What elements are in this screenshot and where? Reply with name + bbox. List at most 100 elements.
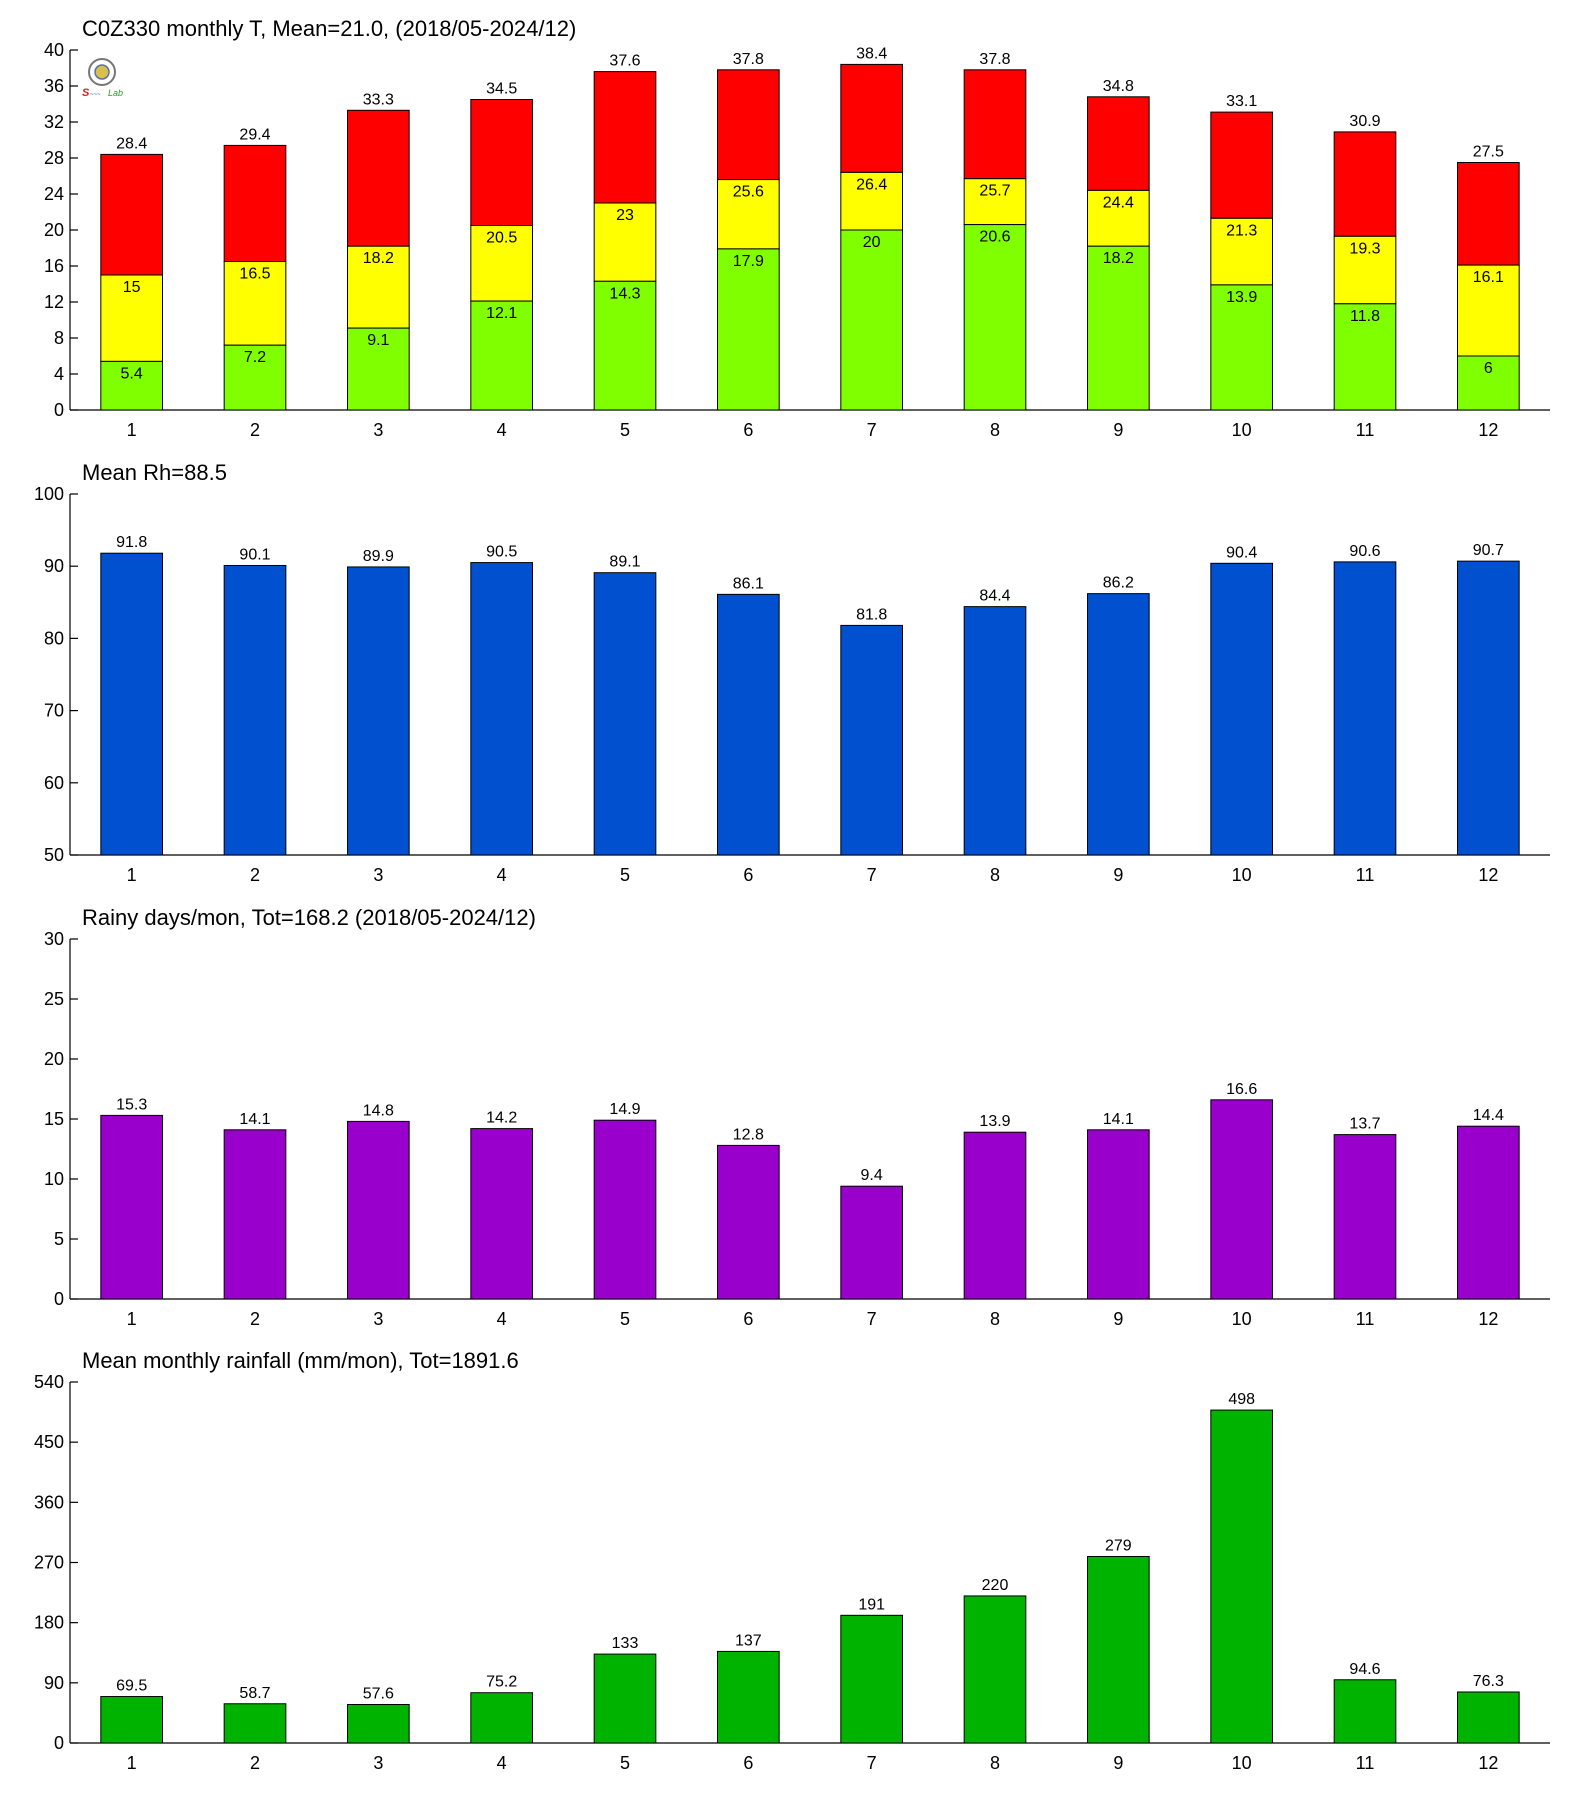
bar [1087, 1555, 1150, 1744]
data-label: 58.7 [239, 1685, 270, 1702]
bar-max [223, 144, 287, 262]
bar-min [347, 327, 410, 411]
bar [593, 1119, 657, 1300]
x-tick-label: 4 [497, 1309, 507, 1329]
data-label: 89.9 [363, 548, 394, 565]
data-label-min: 7.2 [244, 349, 266, 366]
x-tick-label: 9 [1113, 420, 1123, 440]
y-tick-label: 80 [44, 628, 64, 648]
y-tick-label: 360 [34, 1492, 64, 1512]
bar-max [840, 63, 903, 173]
data-label: 16.6 [1226, 1081, 1257, 1098]
data-label-mean: 18.2 [363, 250, 394, 267]
data-label: 76.3 [1473, 1673, 1504, 1690]
bar [840, 1185, 903, 1300]
x-tick-label: 7 [867, 1309, 877, 1329]
x-tick-label: 6 [743, 1753, 753, 1773]
data-label: 14.2 [486, 1110, 517, 1127]
y-tick-label: 270 [34, 1553, 64, 1573]
bar-max [1210, 111, 1274, 219]
data-label-mean: 24.4 [1103, 194, 1134, 211]
bar [347, 1703, 410, 1744]
bar-min [593, 280, 657, 411]
data-label-min: 12.1 [486, 305, 517, 322]
bar [100, 1114, 164, 1300]
bar-max [1457, 162, 1520, 266]
y-tick-label: 450 [34, 1432, 64, 1452]
bar [100, 1696, 164, 1744]
bar [1333, 1679, 1397, 1744]
data-label-max: 30.9 [1349, 113, 1380, 130]
x-tick-label: 3 [373, 1309, 383, 1329]
bar [223, 1129, 287, 1300]
x-tick-label: 9 [1113, 1309, 1123, 1329]
y-tick-label: 25 [44, 989, 64, 1009]
x-tick-label: 3 [373, 865, 383, 885]
bar-max [470, 99, 534, 226]
y-tick-label: 36 [44, 76, 64, 96]
bar [840, 624, 903, 856]
x-tick-label: 8 [990, 420, 1000, 440]
data-label: 75.2 [486, 1674, 517, 1691]
data-label-mean: 15 [123, 279, 141, 296]
data-label-min: 13.9 [1226, 289, 1257, 306]
chart-title: Mean monthly rainfall (mm/mon), Tot=1891… [82, 1348, 519, 1373]
bar [1333, 1134, 1397, 1300]
bar [1457, 1691, 1520, 1744]
y-tick-label: 15 [44, 1109, 64, 1129]
y-tick-label: 90 [44, 1673, 64, 1693]
y-tick-label: 4 [54, 364, 64, 384]
x-tick-label: 5 [620, 420, 630, 440]
data-label-min: 18.2 [1103, 250, 1134, 267]
chart-title: Rainy days/mon, Tot=168.2 (2018/05-2024/… [82, 905, 536, 930]
data-label: 86.2 [1103, 575, 1134, 592]
bar-max [1333, 131, 1397, 237]
data-label: 498 [1228, 1391, 1255, 1408]
bar-min [717, 248, 780, 411]
data-label-min: 14.3 [609, 285, 640, 302]
y-tick-label: 0 [54, 1289, 64, 1309]
data-label-max: 33.1 [1226, 93, 1257, 110]
bar [470, 1128, 534, 1300]
x-tick-label: 8 [990, 865, 1000, 885]
y-tick-label: 5 [54, 1229, 64, 1249]
bar [593, 1653, 657, 1744]
logo-emblem [94, 64, 110, 80]
y-tick-label: 0 [54, 400, 64, 420]
y-tick-label: 24 [44, 184, 64, 204]
x-tick-label: 12 [1478, 420, 1498, 440]
x-tick-label: 4 [497, 865, 507, 885]
data-label: 57.6 [363, 1685, 394, 1702]
x-tick-label: 11 [1356, 865, 1375, 885]
chart-title: Mean Rh=88.5 [82, 460, 227, 485]
bar [1087, 1129, 1150, 1300]
bar-mean [470, 225, 534, 302]
x-tick-label: 6 [743, 1309, 753, 1329]
x-tick-label: 5 [620, 865, 630, 885]
data-label-mean: 23 [616, 207, 634, 224]
data-label-max: 38.4 [856, 45, 887, 62]
x-tick-label: 10 [1232, 1309, 1252, 1329]
x-tick-label: 10 [1232, 1753, 1252, 1773]
bar-min [1333, 303, 1397, 411]
data-label: 90.1 [239, 546, 270, 563]
bar [347, 1120, 410, 1300]
x-tick-label: 9 [1113, 1753, 1123, 1773]
y-tick-label: 30 [44, 929, 64, 949]
x-tick-label: 2 [250, 865, 260, 885]
data-label: 14.1 [1103, 1111, 1134, 1128]
data-label: 81.8 [856, 606, 887, 623]
data-label-mean: 26.4 [856, 176, 887, 193]
data-label-mean: 16.1 [1473, 269, 1504, 286]
bar [1210, 562, 1274, 856]
bar [223, 564, 287, 856]
bar-mean [593, 202, 657, 282]
x-tick-label: 3 [373, 1753, 383, 1773]
x-tick-label: 2 [250, 420, 260, 440]
data-label-max: 34.5 [486, 81, 517, 98]
bar [717, 593, 780, 856]
